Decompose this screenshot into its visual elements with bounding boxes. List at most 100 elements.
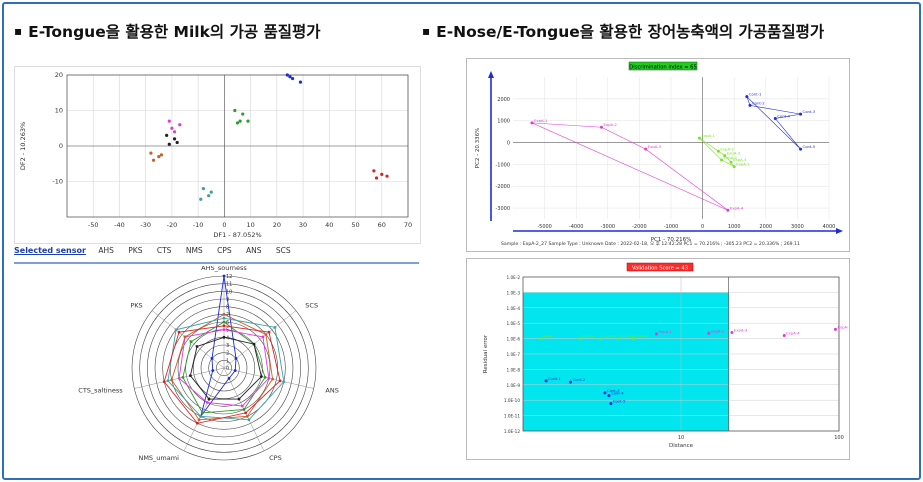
radar-tick-label: 10 [226, 289, 232, 295]
data-point [539, 337, 543, 341]
point-label: Cont-4 [611, 391, 624, 396]
x-axis-label: PC1 - 70.216% [651, 237, 692, 243]
x-tick-label: 1000 [728, 224, 741, 230]
discrimination-badge-text: Discrimination index = 65 [629, 65, 697, 71]
data-point [773, 117, 777, 121]
radar-series-line [167, 317, 285, 421]
data-point [578, 337, 582, 341]
data-point [833, 327, 837, 331]
y-tick-label: 1.0E-9 [507, 383, 521, 388]
y-tick-label: 1.0E-2 [507, 275, 521, 280]
sensor-nms[interactable]: NMS [185, 246, 203, 255]
radar-point [237, 397, 241, 401]
y-tick-label: -1000 [495, 162, 510, 168]
point-label: Cont-1 [548, 376, 561, 381]
radar-tick-label: 3 [226, 343, 229, 349]
radar-point [222, 335, 226, 339]
sensor-ans[interactable]: ANS [246, 246, 262, 255]
y-tick-label: 1.0E-12 [504, 429, 520, 434]
data-point [165, 133, 169, 137]
radar-point [205, 401, 209, 404]
data-point [530, 121, 534, 125]
y-tick-label: -3000 [495, 206, 510, 212]
radar-series-line [163, 325, 281, 424]
radar-point [271, 377, 274, 381]
data-point [380, 172, 384, 176]
radar-point [181, 375, 185, 379]
data-point [745, 95, 749, 99]
point-label: Cont-4 [777, 114, 790, 119]
x-tick-label: 20 [273, 221, 281, 229]
radar-point [162, 380, 166, 384]
x-axis-label: Distance [669, 443, 694, 449]
sensor-scs[interactable]: SCS [275, 246, 291, 255]
radar-axis-label: CTS_saltiness [78, 386, 123, 394]
data-point [238, 119, 242, 123]
sensor-bar: Selected sensor AHS PKS CTS NMS CPS ANS … [14, 246, 419, 262]
sensor-divider [14, 262, 419, 264]
group-hull [531, 122, 729, 211]
radar-point [222, 274, 226, 278]
y-tick-label: 1.0E-4 [507, 306, 521, 311]
radar-point [252, 342, 256, 346]
sensor-cts[interactable]: CTS [156, 246, 172, 255]
radar-point [200, 411, 204, 415]
radar-series-line [178, 329, 270, 407]
y-axis-label: PC2 - 20.336% [475, 128, 481, 169]
data-point [246, 119, 250, 123]
data-point [374, 176, 379, 180]
x-tick-label: -20 [167, 221, 178, 229]
point-label: ExpA-2 [582, 334, 596, 339]
radar-point [234, 357, 238, 360]
data-point [175, 140, 179, 145]
sensor-ahs[interactable]: AHS [98, 246, 114, 255]
y-tick-label: 2000 [497, 97, 510, 103]
sensor-cps[interactable]: CPS [217, 246, 232, 255]
y-tick-label: 1.0E-7 [507, 352, 521, 357]
data-point [157, 155, 161, 159]
x-tick-label: -10 [193, 221, 204, 229]
radar-point [189, 340, 193, 344]
point-label: ExpA-3 [603, 334, 617, 339]
data-point [616, 337, 620, 341]
selected-sensor-link[interactable]: Selected sensor [14, 246, 86, 255]
point-label: ExpA-3 [727, 151, 741, 156]
radar-point [282, 380, 286, 384]
radar-point [197, 418, 201, 422]
x-axis-arrowhead [836, 228, 843, 234]
plot-frame [66, 74, 409, 218]
radar-point [174, 328, 178, 332]
radar-point [207, 397, 211, 401]
x-tick-label: 0 [222, 221, 226, 229]
radar-point [222, 324, 226, 328]
data-point [167, 142, 171, 146]
data-point [290, 76, 295, 81]
validation-badge-text: Validation Score = 43 [632, 266, 688, 272]
data-point [385, 174, 389, 178]
radar-point [264, 333, 268, 336]
radar-point [183, 335, 187, 339]
radar-point [267, 330, 271, 334]
x-tick-label: 10 [678, 435, 684, 441]
data-point [720, 158, 724, 162]
sensor-pks[interactable]: PKS [128, 246, 143, 255]
radar-axis-label: PKS [130, 302, 142, 310]
x-tick-label: 3000 [791, 224, 804, 230]
x-tick-label: -50 [88, 221, 99, 229]
y-tick-label: 1.0E-10 [504, 398, 520, 403]
radar-point [210, 357, 214, 360]
group-hull [746, 96, 801, 150]
x-tick-label: 60 [378, 221, 386, 229]
y-tick-label: 1.0E-5 [507, 321, 521, 326]
data-point [723, 154, 727, 158]
point-label: ExpA-3 [648, 144, 662, 149]
radar-point [195, 421, 199, 425]
x-tick-label: -30 [140, 221, 151, 229]
radar-axis-label: AHS_sourness [201, 266, 247, 272]
radar-point [199, 414, 203, 418]
data-point [178, 123, 182, 127]
point-label: ExpA-1 [635, 334, 649, 339]
radar-point [261, 335, 265, 339]
y-tick-label: 0 [507, 141, 510, 147]
data-point [729, 160, 733, 164]
